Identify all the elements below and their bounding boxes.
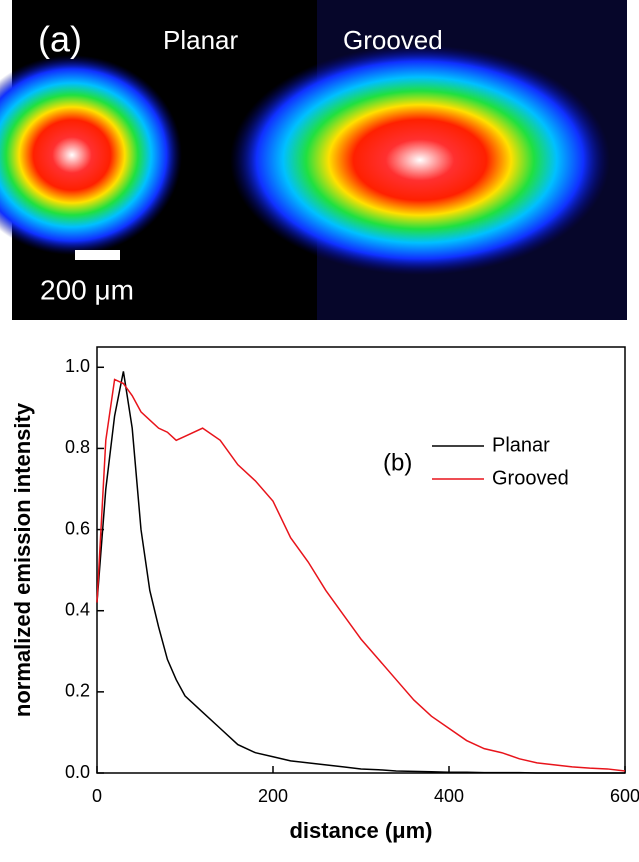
emission-spot [0,55,182,255]
series-line [96,371,625,774]
image-title: Grooved [343,25,443,55]
x-tick-label: 200 [258,786,288,806]
y-tick-label: 1.0 [65,356,90,376]
plot-frame [96,346,626,774]
x-axis-label: distance (μm) [289,818,432,843]
line-chart: distance (μm) normalized emission intens… [10,346,639,843]
y-tick-label: 0.2 [65,681,90,701]
scale-bar-label: 200 μm [40,274,134,305]
scale-bar [75,250,120,260]
x-tick-label: 600 [610,786,639,806]
series-line [96,378,626,772]
y-tick-label: 0.8 [65,437,90,457]
x-tick-label: 0 [92,786,102,806]
emission-spot [230,45,610,275]
y-tick-label: 0.4 [65,599,90,619]
x-tick-label: 400 [434,786,464,806]
image-title: Planar [163,25,238,55]
y-tick-label: 0.6 [65,518,90,538]
panel-label: (b) [383,449,412,476]
y-tick-label: 0.0 [65,762,90,782]
legend-label: Planar [492,434,550,456]
legend-label: Grooved [492,467,569,489]
panel-label: (a) [38,19,82,60]
y-axis-label: normalized emission intensity [10,402,35,717]
image-panel: (a) Planar Grooved 200 μm [0,0,627,320]
